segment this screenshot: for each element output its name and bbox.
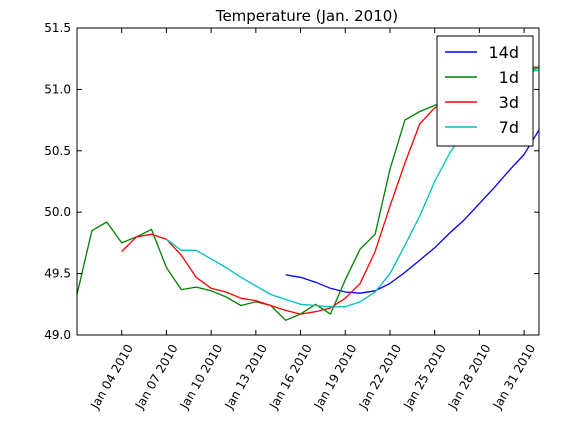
x-tick-label: Jan 13 2010 bbox=[221, 342, 270, 412]
chart-title: Temperature (Jan. 2010) bbox=[215, 7, 398, 25]
y-tick-label: 51.0 bbox=[44, 82, 71, 96]
x-tick-label: Jan 16 2010 bbox=[266, 342, 315, 412]
y-tick-label: 49.0 bbox=[44, 328, 71, 342]
legend-label-1d: 1d bbox=[499, 68, 519, 87]
legend-label-7d: 7d bbox=[499, 118, 519, 137]
x-tick-label: Jan 07 2010 bbox=[132, 342, 181, 412]
x-tick-label: Jan 19 2010 bbox=[311, 342, 360, 412]
legend: 14d 1d 3d 7d bbox=[437, 36, 533, 146]
y-tick-label: 50.0 bbox=[44, 205, 71, 219]
x-tick-label: Jan 28 2010 bbox=[445, 342, 494, 412]
x-tick-label: Jan 04 2010 bbox=[87, 342, 136, 412]
x-tick-label: Jan 31 2010 bbox=[490, 342, 539, 412]
x-tick-label: Jan 25 2010 bbox=[400, 342, 449, 412]
x-tick-label: Jan 10 2010 bbox=[177, 342, 226, 412]
y-tick-label: 49.5 bbox=[44, 267, 71, 281]
y-tick-label: 50.5 bbox=[44, 144, 71, 158]
legend-label-3d: 3d bbox=[499, 93, 519, 112]
x-tick-label: Jan 22 2010 bbox=[356, 342, 405, 412]
legend-label-14d: 14d bbox=[488, 43, 519, 62]
y-tick-label: 51.5 bbox=[44, 21, 71, 35]
